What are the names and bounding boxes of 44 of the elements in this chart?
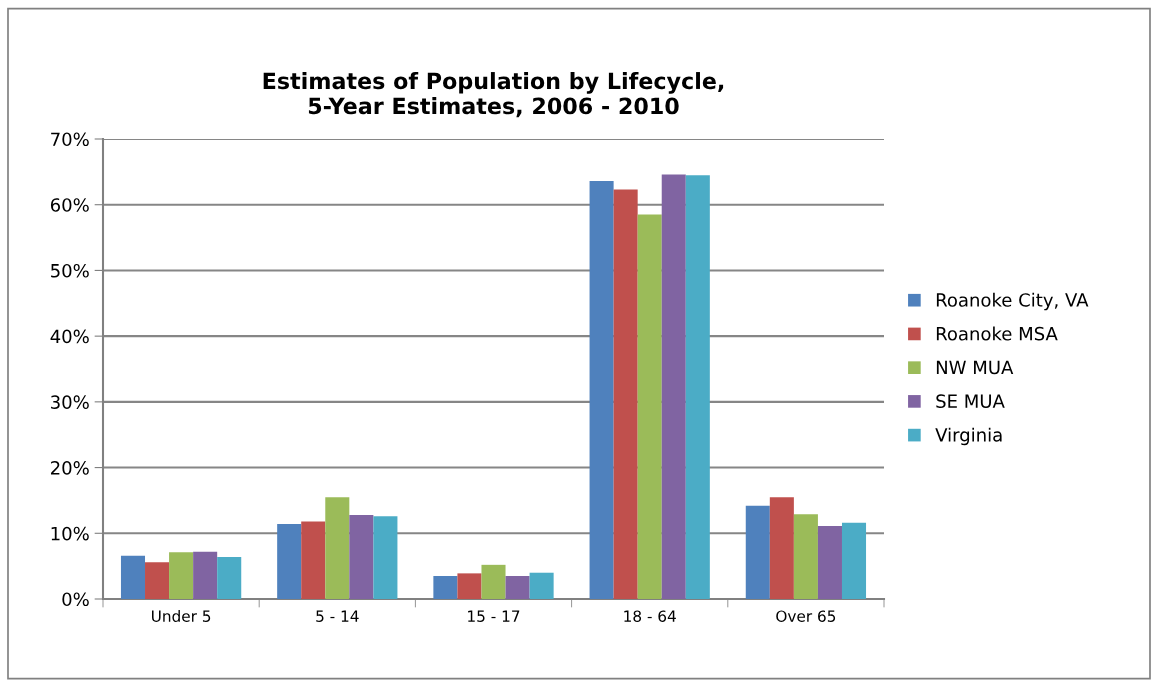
bar	[193, 551, 218, 599]
bar	[433, 576, 458, 599]
y-tick-label: 20%	[51, 461, 89, 475]
bar	[529, 572, 554, 599]
chart-title: Estimates of Population by Lifecycle, 5-Year Estimates, 2006 - 2010	[263, 72, 724, 118]
bar	[685, 175, 710, 599]
y-tick-label: 60%	[50, 198, 89, 212]
bar	[613, 189, 638, 599]
bar	[589, 181, 614, 599]
bar	[373, 516, 398, 599]
bar	[505, 576, 530, 599]
bar	[277, 524, 302, 599]
bar	[457, 573, 482, 599]
legend-label: Virginia	[935, 427, 1002, 446]
legend-label: SE MUA	[936, 394, 1005, 408]
y-tick-label: 30%	[51, 395, 89, 409]
bar	[349, 514, 374, 599]
x-tick-label: Over 65	[776, 610, 836, 622]
bar	[325, 497, 350, 599]
x-tick-label: 15 - 17	[468, 610, 520, 622]
x-tick-label: 18 - 64	[624, 610, 676, 622]
x-tick-label: 5 - 14	[316, 610, 359, 622]
bar	[745, 505, 770, 599]
bar	[169, 552, 194, 599]
x-tick-label: Under 5	[152, 610, 211, 622]
y-tick-label: 40%	[50, 329, 89, 344]
legend-label: Roanoke MSA	[936, 326, 1058, 341]
bar	[817, 526, 842, 599]
bar	[217, 556, 242, 599]
bar	[145, 562, 170, 599]
bar	[301, 521, 326, 599]
legend-label: NW MUA	[936, 360, 1014, 375]
bar	[841, 522, 867, 599]
bar	[637, 214, 662, 599]
y-tick-label: 10%	[51, 526, 89, 541]
y-tick-label: 0%	[62, 592, 89, 607]
bar	[120, 555, 146, 599]
y-tick-label: 50%	[51, 263, 89, 278]
legend-label: Roanoke City, VA	[936, 292, 1089, 311]
bar	[769, 497, 794, 599]
y-tick-label: 70%	[51, 132, 89, 147]
bar	[661, 174, 686, 599]
bar	[481, 564, 506, 599]
bar	[793, 514, 818, 599]
